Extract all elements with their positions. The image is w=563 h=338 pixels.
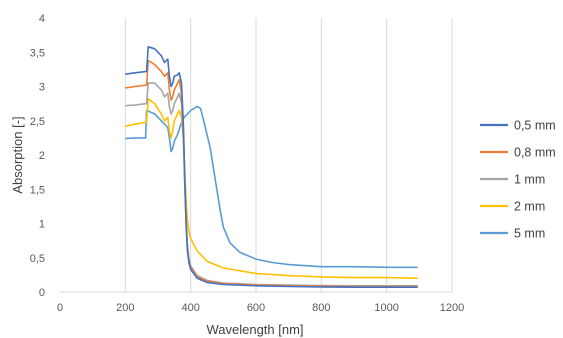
y-tick-labels: 0 0,5 1 1,5 2 2,5 3 3,5 4 bbox=[30, 13, 45, 299]
legend-label: 0,8 mm bbox=[514, 146, 556, 160]
y-tick-label: 3,5 bbox=[30, 47, 45, 59]
y-tick-label: 2 bbox=[39, 150, 45, 162]
y-tick-label: 3 bbox=[39, 82, 45, 94]
x-tick-label: 0 bbox=[57, 302, 63, 314]
series-line bbox=[125, 105, 418, 269]
x-tick-label: 200 bbox=[116, 302, 134, 314]
y-tick-label: 4 bbox=[39, 13, 45, 25]
y-tick-label: 0,5 bbox=[30, 253, 45, 265]
legend-label: 0,5 mm bbox=[514, 119, 556, 133]
legend: 0,5 mm 0,8 mm 1 mm 2 mm 5 mm bbox=[480, 119, 556, 241]
x-tick-label: 400 bbox=[181, 302, 199, 314]
x-axis-title: Wavelength [nm] bbox=[206, 322, 303, 337]
y-tick-label: 0 bbox=[39, 287, 45, 299]
plot-area bbox=[125, 46, 418, 288]
x-tick-label: 1200 bbox=[440, 302, 464, 314]
y-tick-label: 1 bbox=[39, 219, 45, 231]
legend-label: 2 mm bbox=[514, 200, 545, 214]
x-tick-label: 600 bbox=[247, 302, 265, 314]
x-tick-label: 800 bbox=[312, 302, 330, 314]
grid bbox=[124, 18, 453, 292]
x-tick-label: 1000 bbox=[374, 302, 398, 314]
y-tick-label: 2,5 bbox=[30, 116, 45, 128]
series-line bbox=[125, 46, 418, 288]
y-axis-title: Absorption [-] bbox=[10, 116, 25, 193]
x-tick-labels: 0 200 400 600 800 1000 1200 bbox=[57, 302, 464, 314]
y-tick-label: 1,5 bbox=[30, 184, 45, 196]
legend-label: 1 mm bbox=[514, 173, 545, 187]
legend-label: 5 mm bbox=[514, 227, 545, 241]
